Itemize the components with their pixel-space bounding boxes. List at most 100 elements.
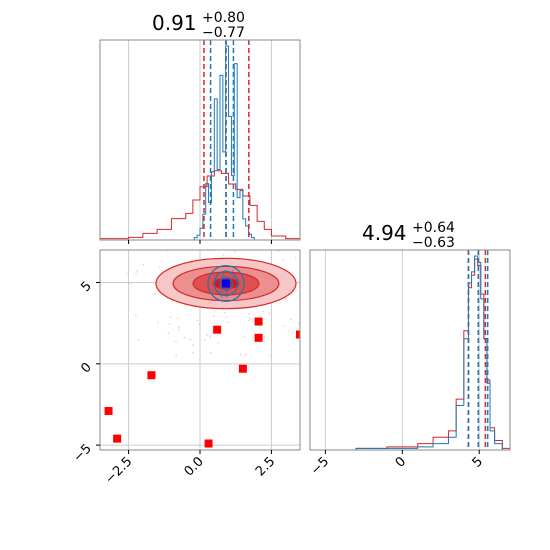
title-2-minus: −0.63 xyxy=(412,235,455,251)
sample-point xyxy=(269,354,272,357)
sample-point xyxy=(292,332,295,334)
marker-red-square xyxy=(254,333,263,342)
sample-point xyxy=(311,279,313,281)
sample-point xyxy=(317,284,319,286)
sample-point xyxy=(196,319,199,322)
title-2-median: 4.94 xyxy=(362,221,407,245)
sample-point-blue xyxy=(214,282,217,285)
histogram-param-1 xyxy=(99,39,301,244)
sample-point xyxy=(321,290,323,292)
sample-point xyxy=(135,272,137,275)
sample-point xyxy=(167,332,170,335)
sample-point xyxy=(209,351,212,354)
sample-point-blue xyxy=(232,284,235,286)
x-tick-label: 0.0 xyxy=(182,454,207,479)
sample-point xyxy=(270,339,273,341)
sample-point-blue xyxy=(223,289,226,292)
title-param-2: 4.94 +0.64 −0.63 xyxy=(362,220,455,251)
sample-point xyxy=(175,340,177,343)
sample-point xyxy=(311,305,313,307)
sample-point-blue xyxy=(221,296,224,299)
sample-point-blue xyxy=(224,269,227,272)
title-1-minus: −0.77 xyxy=(202,25,245,41)
sample-point xyxy=(268,312,271,315)
sample-point-blue xyxy=(229,272,231,275)
sample-point xyxy=(213,309,216,312)
sample-point-blue xyxy=(235,285,238,288)
sample-point xyxy=(282,259,284,262)
sample-point xyxy=(137,339,140,342)
sample-point-blue xyxy=(225,296,228,299)
sample-point xyxy=(263,336,266,338)
sample-point xyxy=(191,351,194,354)
histogram-blue-series xyxy=(355,255,510,450)
sample-point xyxy=(177,326,180,329)
sample-point-blue xyxy=(226,277,229,280)
title-2-plus: +0.64 xyxy=(412,220,455,236)
sample-point xyxy=(169,316,172,319)
sample-point xyxy=(242,335,245,338)
marker-red-square xyxy=(113,434,122,443)
y-tick-labels-param-2: −5 0 5 xyxy=(71,279,95,466)
sample-point xyxy=(270,256,273,259)
sample-point-blue xyxy=(237,279,240,282)
joint-contour-plot xyxy=(96,249,323,454)
sample-point xyxy=(247,319,250,322)
histogram-param-2 xyxy=(309,249,511,454)
sample-point-blue xyxy=(218,283,221,286)
x-tick-label: −2.5 xyxy=(102,454,135,487)
sample-point xyxy=(157,321,159,324)
sample-point xyxy=(127,272,130,275)
sample-point xyxy=(297,322,300,325)
sample-point xyxy=(183,336,186,339)
histogram-blue-series xyxy=(191,45,258,240)
sample-point-blue xyxy=(236,280,238,282)
sample-point xyxy=(209,335,211,338)
sample-point xyxy=(203,338,206,341)
sample-point-blue xyxy=(230,273,233,275)
marker-red-square xyxy=(254,317,263,326)
axes-frame xyxy=(309,249,511,451)
x-tick-labels-param-2: −5 0 5 xyxy=(308,454,486,478)
sample-point-blue xyxy=(216,290,219,293)
sample-point xyxy=(248,312,251,315)
sample-point-blue xyxy=(230,292,233,295)
sample-point-blue xyxy=(226,290,229,293)
sample-point xyxy=(153,292,156,295)
marker-red-square xyxy=(147,371,156,380)
sample-point xyxy=(277,250,280,253)
sample-point xyxy=(205,334,208,336)
sample-point xyxy=(213,314,216,317)
plot-area xyxy=(100,250,323,450)
sample-point xyxy=(308,294,310,296)
sample-point xyxy=(198,322,201,325)
plot-area xyxy=(100,40,300,240)
plot-area xyxy=(324,250,510,450)
sample-point-blue xyxy=(220,295,222,297)
sample-point xyxy=(301,325,303,327)
x-tick-label: −5 xyxy=(308,454,332,478)
sample-point-blue xyxy=(222,272,225,275)
sample-point xyxy=(222,254,225,256)
sample-point xyxy=(142,263,145,266)
sample-point xyxy=(217,342,220,344)
marker-red-square xyxy=(204,439,213,448)
title-1-median: 0.91 xyxy=(152,11,197,35)
sample-point-blue xyxy=(238,282,241,285)
sample-point xyxy=(189,338,192,341)
sample-point-blue xyxy=(214,278,217,281)
sample-point xyxy=(175,354,178,357)
sample-point xyxy=(290,318,292,321)
sample-point-blue xyxy=(225,293,228,295)
sample-point xyxy=(319,271,321,273)
sample-point xyxy=(245,353,247,356)
y-tick-label: 0 xyxy=(78,360,94,376)
sample-point xyxy=(134,314,137,317)
marker-red-square xyxy=(104,406,113,415)
sample-point xyxy=(128,282,131,285)
title-param-1: 0.91 +0.80 −0.77 xyxy=(152,10,245,41)
marker-red-square xyxy=(296,330,300,339)
sample-point-blue xyxy=(230,286,233,289)
sample-point xyxy=(249,317,252,320)
x-tick-label: 2.5 xyxy=(253,454,278,479)
